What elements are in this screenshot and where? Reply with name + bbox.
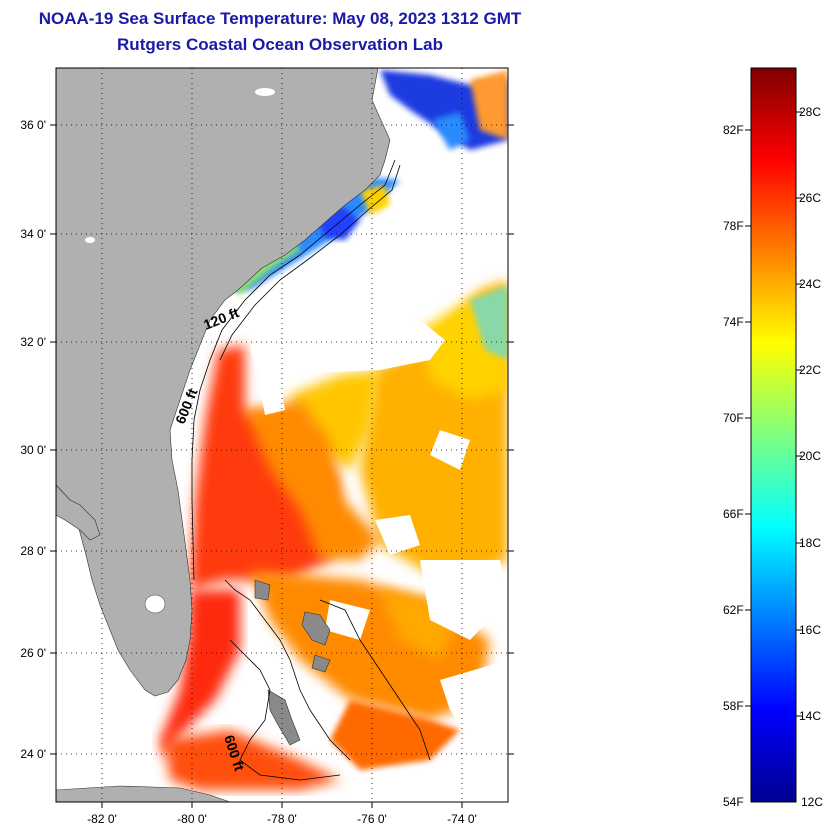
axis-ticks [50, 124, 514, 808]
colorbar-f-62: 62F [723, 603, 744, 617]
lon-label-80: -80 0' [177, 812, 207, 826]
colorbar-f-70: 70F [723, 411, 744, 425]
colorbar-c-24: 24C [799, 277, 821, 291]
land [56, 68, 391, 802]
colorbar-c-16: 16C [799, 623, 821, 637]
lon-label-74: -74 0' [447, 812, 477, 826]
lat-label-30: 30 0' [20, 443, 46, 457]
colorbar-f-78: 78F [723, 219, 744, 233]
colorbar-c-28: 28C [799, 105, 821, 119]
colorbar-ramp [750, 67, 797, 803]
lat-label-36: 36 0' [20, 118, 46, 132]
colorbar-f-74: 74F [723, 315, 744, 329]
lon-label-78: -78 0' [267, 812, 297, 826]
colorbar-c-14: 14C [799, 709, 821, 723]
map-title: NOAA-19 Sea Surface Temperature: May 08,… [38, 9, 522, 28]
colorbar-c-12: 12C [801, 795, 823, 809]
colorbar-f-82: 82F [723, 123, 744, 137]
colorbar: 82F 78F 74F 70F 66F 62F 58F 54F 28C 26C … [723, 67, 823, 809]
map-subtitle: Rutgers Coastal Ocean Observation Lab [117, 35, 443, 54]
lon-label-76: -76 0' [357, 812, 387, 826]
lat-label-28: 28 0' [20, 544, 46, 558]
colorbar-f-54: 54F [723, 795, 744, 809]
graticule [56, 68, 508, 802]
colorbar-c-26: 26C [799, 191, 821, 205]
colorbar-c-22: 22C [799, 363, 821, 377]
lat-label-26: 26 0' [20, 646, 46, 660]
lat-label-34: 34 0' [20, 227, 46, 241]
sst-field [160, 70, 508, 790]
lat-label-24: 24 0' [20, 747, 46, 761]
map-panel: 120 ft 600 ft 600 ft [56, 68, 508, 802]
bathymetry-contours [191, 159, 431, 781]
colorbar-c-18: 18C [799, 536, 821, 550]
colorbar-f-58: 58F [723, 699, 744, 713]
lat-label-32: 32 0' [20, 335, 46, 349]
lon-label-82: -82 0' [87, 812, 117, 826]
colorbar-c-20: 20C [799, 449, 821, 463]
colorbar-f-66: 66F [723, 507, 744, 521]
